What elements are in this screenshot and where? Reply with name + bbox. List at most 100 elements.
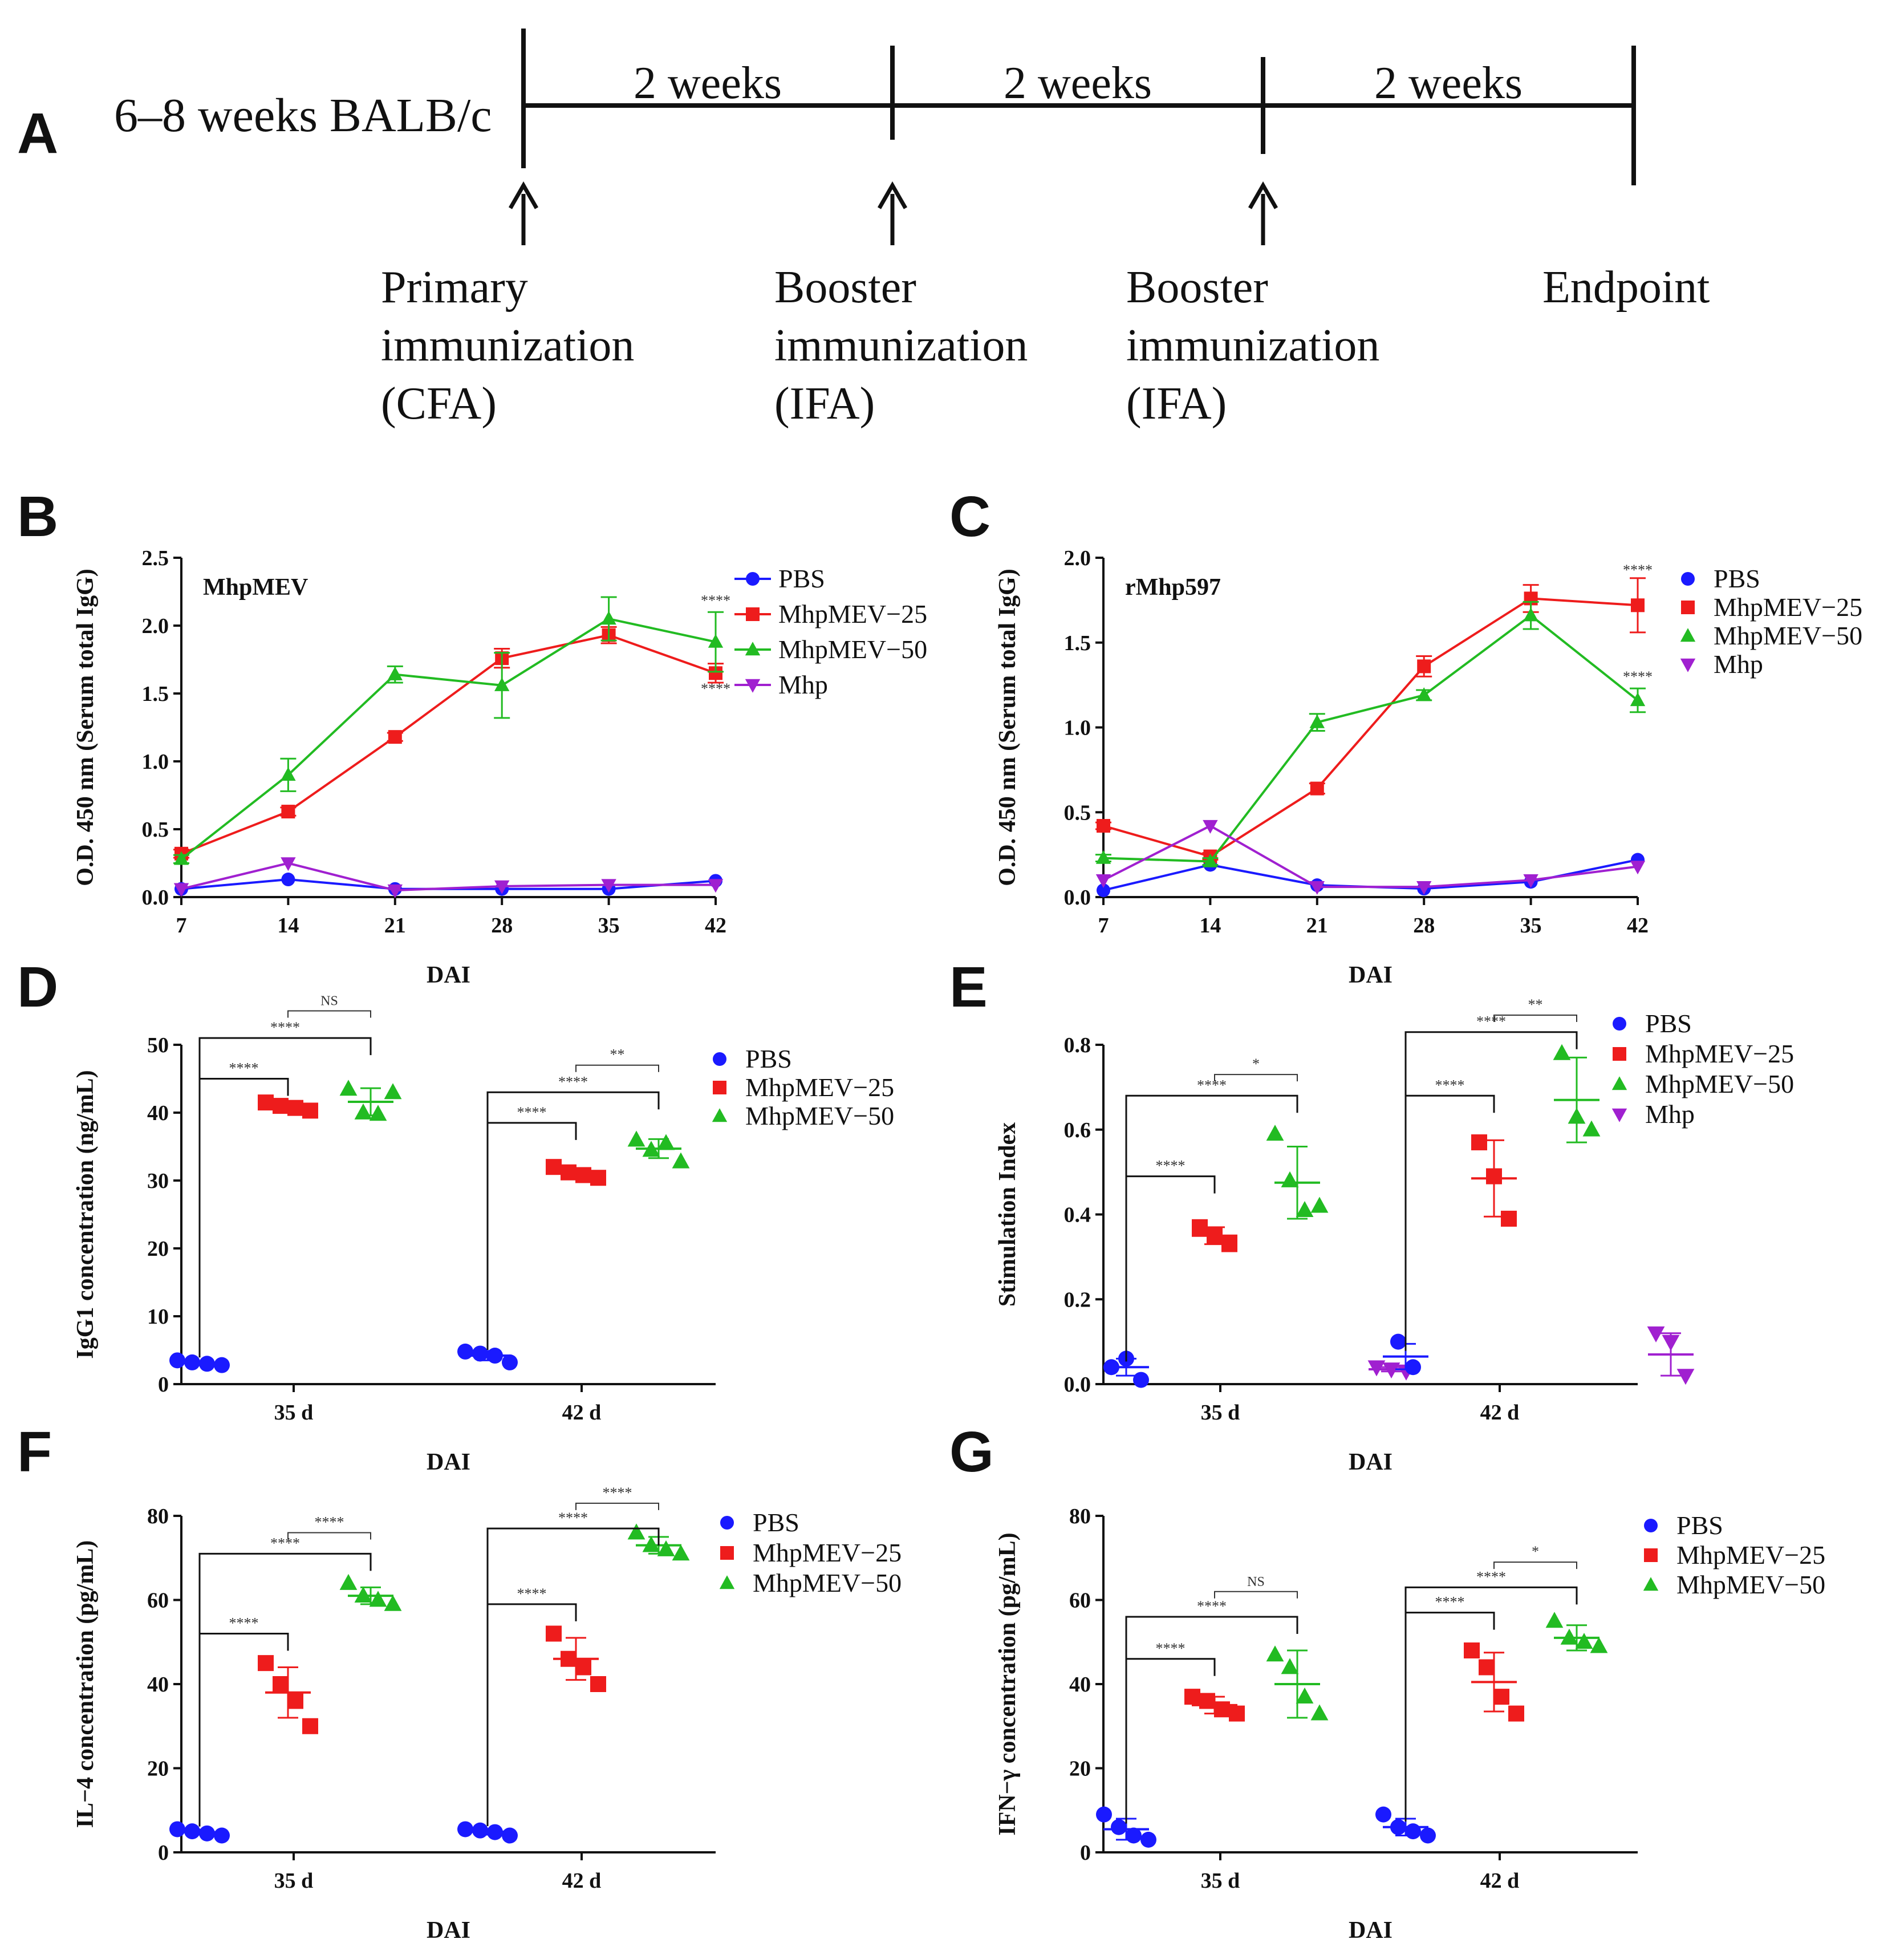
- event-2-line-1: Booster: [774, 262, 916, 313]
- legend-label: MhpMEV−50: [1714, 621, 1862, 650]
- data-point: [1416, 881, 1432, 895]
- legend-marker: [720, 1516, 734, 1530]
- legend-label: MhpMEV−25: [1676, 1540, 1825, 1569]
- x-tick-label: 35: [1520, 914, 1542, 938]
- x-axis-title: DAI: [1349, 962, 1393, 988]
- y-tick-label: 20: [147, 1757, 169, 1781]
- significance-bracket: [1404, 1094, 1495, 1351]
- data-point: [1266, 1125, 1284, 1141]
- legend-marker: [1644, 1548, 1658, 1562]
- y-tick-label: 0: [158, 1841, 169, 1865]
- x-tick-label: 35: [598, 914, 620, 938]
- data-point: [1266, 1645, 1284, 1662]
- significance-bracket: [198, 1552, 372, 1827]
- event-1-line-3: (CFA): [381, 379, 497, 429]
- data-point: [502, 1354, 518, 1370]
- legend-label: PBS: [778, 564, 825, 593]
- data-point: [169, 1821, 185, 1838]
- data-point: [1310, 1196, 1329, 1213]
- legend-marker: [713, 1081, 726, 1094]
- significance-bracket: [1404, 1612, 1495, 1822]
- event-3: Booster immunization (IFA): [1126, 262, 1379, 429]
- data-point: [1582, 1120, 1601, 1137]
- x-axis-title: DAI: [1349, 1449, 1393, 1475]
- data-point: [1553, 1044, 1571, 1060]
- data-point: [1508, 1705, 1524, 1722]
- data-point: [302, 1102, 318, 1119]
- y-tick-label: 40: [147, 1101, 169, 1125]
- data-point: [339, 1080, 358, 1096]
- data-point: [1203, 820, 1218, 834]
- legend-label: MhpMEV−50: [1676, 1570, 1825, 1599]
- legend-label: Mhp: [1645, 1100, 1695, 1129]
- legend-label: Mhp: [1714, 650, 1763, 679]
- x-tick-label: 14: [1199, 914, 1221, 938]
- data-point: [1464, 1642, 1480, 1658]
- data-point: [672, 1152, 690, 1169]
- x-tick-label: 28: [1413, 914, 1435, 938]
- data-point: [1523, 607, 1538, 622]
- data-point: [1184, 1689, 1200, 1705]
- data-point: [575, 1659, 591, 1676]
- data-point: [1214, 1701, 1230, 1718]
- y-tick-label: 20: [147, 1237, 169, 1261]
- significance-bracket: [1214, 1074, 1298, 1082]
- legend-marker: [1613, 1047, 1626, 1061]
- event-1-line-1: Primary: [381, 262, 528, 313]
- significance-bracket: [486, 1091, 660, 1350]
- y-tick-label: 40: [1069, 1673, 1091, 1697]
- legend-marker: [1611, 1076, 1627, 1090]
- interval-1: 2 weeks: [634, 58, 782, 108]
- y-tick-label: 0.5: [1064, 801, 1091, 825]
- data-point: [1479, 1659, 1495, 1676]
- y-tick-label: 0.2: [1064, 1288, 1091, 1312]
- legend-label: PBS: [1645, 1009, 1692, 1038]
- legend-label: PBS: [1676, 1511, 1723, 1540]
- y-tick-label: 80: [147, 1504, 169, 1528]
- legend-label: MhpMEV−50: [753, 1568, 902, 1597]
- data-point: [601, 879, 616, 893]
- x-tick-label: 7: [1098, 914, 1109, 938]
- data-point: [384, 1083, 402, 1100]
- data-point: [1203, 853, 1218, 867]
- data-point: [1420, 1827, 1436, 1844]
- x-tick-label: 35 d: [1201, 1401, 1240, 1425]
- legend-label: MhpMEV−50: [745, 1101, 894, 1130]
- data-point: [281, 873, 295, 887]
- significance-label: ****: [701, 592, 730, 609]
- data-point: [708, 634, 724, 648]
- panel-a-timeline: A 6–8 weeks BALB/c 2 weeks 2 weeks 2 wee…: [17, 29, 1710, 429]
- y-tick-label: 50: [147, 1033, 169, 1057]
- legend-marker: [712, 1108, 728, 1122]
- data-point: [258, 1655, 274, 1672]
- legend-label: MhpMEV−25: [753, 1538, 902, 1567]
- significance-bracket: [1214, 1591, 1298, 1599]
- data-point: [1281, 1658, 1299, 1674]
- event-2: Booster immunization (IFA): [774, 262, 1028, 429]
- x-tick-label: 35 d: [1201, 1869, 1240, 1893]
- significance-label: ****: [1156, 1640, 1186, 1657]
- legend-marker: [1681, 572, 1695, 586]
- data-point: [354, 1103, 372, 1120]
- data-point: [1471, 1134, 1487, 1151]
- data-point: [1375, 1806, 1391, 1823]
- significance-label: ****: [1197, 1077, 1227, 1093]
- significance-label: ****: [315, 1514, 344, 1531]
- significance-bracket: [198, 1633, 289, 1827]
- x-axis-title: DAI: [1349, 1917, 1393, 1944]
- data-point: [546, 1625, 562, 1642]
- legend-marker: [746, 607, 760, 621]
- significance-label: ****: [517, 1104, 547, 1121]
- data-point: [1199, 1693, 1215, 1709]
- legend-marker: [745, 642, 761, 656]
- y-tick-label: 1.0: [142, 750, 169, 774]
- panel-label: C: [949, 485, 990, 549]
- legend-marker: [1613, 1017, 1626, 1031]
- significance-label: *: [1252, 1056, 1260, 1072]
- y-tick-label: 0: [158, 1373, 169, 1397]
- legend-marker: [1680, 658, 1696, 672]
- data-point: [1097, 819, 1110, 833]
- legend-marker: [720, 1546, 734, 1560]
- y-tick-label: 2.5: [142, 546, 169, 570]
- series-line: [1103, 824, 1638, 889]
